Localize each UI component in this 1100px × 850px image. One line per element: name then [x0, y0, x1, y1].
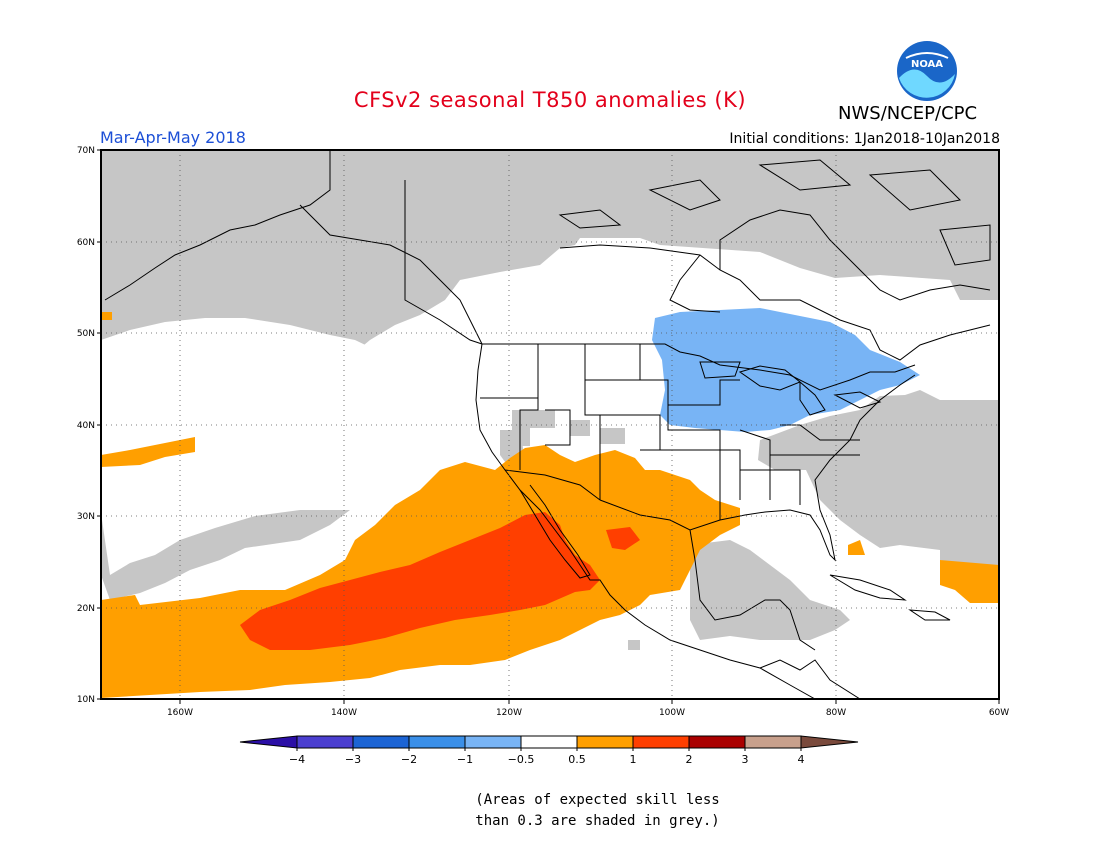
svg-text:NOAA: NOAA	[911, 59, 943, 70]
note-line: (Areas of expected skill less	[475, 792, 720, 808]
colorbar-box	[632, 735, 690, 749]
colorbar-tick-label: 1	[630, 753, 637, 766]
colorbar-box	[296, 735, 354, 749]
lat-label: 20N	[77, 604, 95, 614]
agency-label: NWS/NCEP/CPC	[838, 103, 978, 124]
initial-conditions-label: Initial conditions: 1Jan2018-10Jan2018	[729, 131, 1000, 147]
colorbar-tick-label: 3	[742, 753, 749, 766]
colorbar-tick-label: −4	[289, 753, 305, 766]
lat-label: 50N	[77, 329, 95, 339]
colorbar-box	[744, 735, 802, 749]
lat-label: 70N	[77, 146, 95, 156]
colorbar-box	[576, 735, 634, 749]
colorbar-tick-label: 2	[686, 753, 693, 766]
colorbar-tick-label: −3	[345, 753, 361, 766]
noaa-logo: NOAA	[897, 41, 957, 101]
skill-note: (Areas of expected skill less than 0.3 a…	[0, 790, 1100, 832]
lon-label: 160W	[167, 708, 193, 718]
colorbar-box	[688, 735, 746, 749]
colorbar: −4 −3 −2 −1 −0.5 0.5 1 2 3 4	[239, 735, 859, 766]
warm-anomaly-1-2	[240, 512, 640, 650]
season-label: Mar-Apr-May 2018	[100, 128, 246, 147]
lat-label: 40N	[77, 421, 95, 431]
colorbar-tick-label: 0.5	[568, 753, 586, 766]
map-title: CFSv2 seasonal T850 anomalies (K)	[353, 88, 747, 112]
colorbar-box	[408, 735, 466, 749]
colorbar-box	[520, 735, 578, 749]
note-line: than 0.3 are shaded in grey.)	[475, 813, 720, 829]
colorbar-tick-label: 4	[798, 753, 805, 766]
colorbar-end-low	[239, 735, 298, 749]
political-boundaries	[104, 150, 991, 699]
lon-label: 60W	[989, 708, 1009, 718]
lon-label: 100W	[659, 708, 685, 718]
colorbar-tick-label: −1	[457, 753, 473, 766]
low-skill-regions	[101, 150, 999, 650]
lon-label: 120W	[496, 708, 522, 718]
colorbar-tick-label: −0.5	[508, 753, 535, 766]
lat-label: 10N	[77, 695, 95, 705]
colorbar-box	[464, 735, 522, 749]
lon-label: 140W	[331, 708, 357, 718]
lon-label: 80W	[826, 708, 846, 718]
colorbar-box	[352, 735, 410, 749]
colorbar-tick-label: −2	[401, 753, 417, 766]
cool-anomaly-m1-m05	[652, 308, 920, 432]
lat-label: 30N	[77, 512, 95, 522]
colorbar-end-high	[800, 735, 859, 749]
lat-label: 60N	[77, 238, 95, 248]
